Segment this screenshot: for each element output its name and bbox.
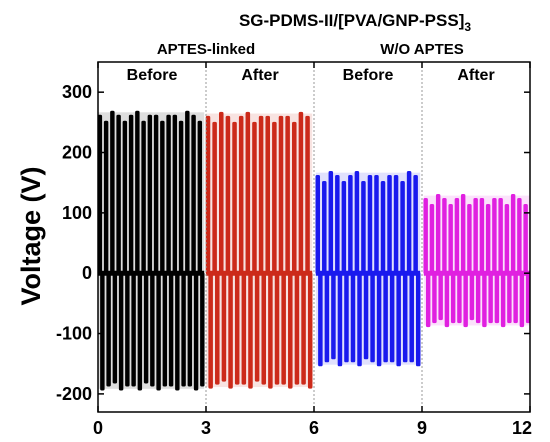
- chart-title: SG-PDMS-II/[PVA/GNP-PSS]3: [239, 11, 471, 34]
- series-3-pulse: [380, 181, 388, 363]
- series-4: [423, 193, 531, 328]
- y-tick-label: 0: [82, 263, 92, 283]
- series-1-pulse: [128, 114, 136, 387]
- series-2-pulse: [272, 121, 280, 385]
- series-2-pulse: [212, 121, 220, 385]
- series-2-pulse: [258, 115, 267, 385]
- series-4-pulse: [473, 197, 481, 324]
- series-2-pulse: [292, 121, 300, 385]
- series-4-pulse: [523, 203, 531, 324]
- series-3-pulse: [367, 175, 375, 363]
- series-1-pulse: [141, 120, 149, 384]
- series-2-pulse: [225, 115, 233, 389]
- series-4-pulse: [492, 197, 500, 324]
- series-3-pulse: [335, 175, 343, 367]
- y-tick-label: 300: [62, 82, 92, 102]
- series-1-pulse: [103, 120, 111, 387]
- series-4-pulse: [485, 203, 493, 324]
- series-4-pulse: [435, 193, 443, 321]
- series-2-pulse: [219, 111, 227, 382]
- x-tick-label: 9: [417, 418, 427, 438]
- series-4-pulse: [442, 197, 450, 328]
- y-tick-label: 200: [62, 143, 92, 163]
- x-tick-label: 0: [93, 418, 103, 438]
- series-3-pulse: [387, 175, 395, 363]
- series-4-pulse: [479, 197, 487, 328]
- series-2-pulse: [278, 115, 286, 385]
- chart-title-main: SG-PDMS-II/[PVA/GNP-PSS]: [239, 11, 464, 30]
- series-1-pulse: [178, 120, 186, 387]
- series-4-pulse: [504, 203, 512, 324]
- x-tick-label: 6: [309, 418, 319, 438]
- x-tick-label: 3: [201, 418, 211, 438]
- series-4-pulse: [498, 197, 506, 328]
- series-3-pulse: [406, 171, 414, 363]
- series-4-pulse: [510, 193, 518, 324]
- section-label: Before: [127, 67, 178, 84]
- y-tick-label: -200: [56, 384, 92, 404]
- series-4-pulse: [448, 203, 456, 324]
- series-3-pulse: [393, 175, 401, 367]
- series-1-pulse: [160, 120, 168, 387]
- series-2-pulse: [232, 121, 240, 385]
- series-1-pulse: [135, 110, 143, 391]
- y-tick-label: 100: [62, 203, 92, 223]
- series-4-pulse: [454, 197, 462, 324]
- series-1-pulse: [191, 114, 199, 391]
- series-2-pulse: [238, 115, 247, 385]
- series-2-pulse: [285, 115, 293, 389]
- series-2-pulse: [305, 115, 313, 389]
- series-layer: [97, 110, 531, 391]
- series-2: [205, 111, 313, 389]
- series-2-pulse: [205, 115, 213, 389]
- group-label: W/O APTES: [380, 41, 464, 58]
- series-3-pulse: [400, 181, 408, 363]
- series-1-pulse: [110, 110, 118, 384]
- y-axis-label: Voltage (V): [16, 166, 46, 305]
- series-1-pulse: [197, 120, 205, 387]
- series-1-pulse: [185, 110, 193, 387]
- series-3-pulse: [348, 175, 356, 363]
- series-4-pulse: [429, 203, 437, 324]
- axis-ticks: -200 -100 0 100 200 300 0 3 6 9 12: [56, 62, 532, 438]
- series-4-pulse: [467, 203, 475, 321]
- series-1-pulse: [153, 114, 161, 391]
- series-3-pulse: [341, 181, 349, 363]
- series-3-pulse: [413, 175, 421, 367]
- series-1-pulse: [172, 114, 180, 391]
- series-3-pulse: [354, 171, 362, 367]
- series-2-pulse: [245, 111, 253, 389]
- series-4-pulse: [460, 193, 468, 328]
- group-label: APTES-linked: [157, 41, 255, 58]
- series-3: [315, 171, 421, 367]
- series-4-pulse: [423, 197, 431, 328]
- section-label: After: [457, 67, 494, 84]
- series-2-pulse: [252, 121, 260, 382]
- series-2-pulse: [265, 115, 273, 389]
- series-2-pulse: [298, 111, 306, 385]
- series-1-pulse: [166, 114, 174, 387]
- series-1-pulse: [147, 114, 155, 387]
- series-1-pulse: [122, 120, 130, 387]
- section-label: After: [241, 67, 278, 84]
- series-1-pulse: [97, 114, 105, 391]
- x-tick-label: 12: [512, 418, 532, 438]
- section-label: Before: [343, 67, 394, 84]
- series-1: [97, 110, 205, 391]
- series-3-pulse: [315, 175, 323, 367]
- series-1-pulse: [116, 114, 124, 391]
- y-tick-label: -100: [56, 324, 92, 344]
- series-4-pulse: [517, 197, 525, 328]
- series-3-pulse: [361, 181, 369, 360]
- series-3-pulse: [374, 175, 382, 367]
- chart-title-subscript: 3: [464, 20, 471, 34]
- series-3-pulse: [322, 181, 330, 363]
- section-labels: APTES-linked W/O APTES Before After Before Af…: [127, 41, 495, 84]
- series-3-pulse: [328, 171, 336, 360]
